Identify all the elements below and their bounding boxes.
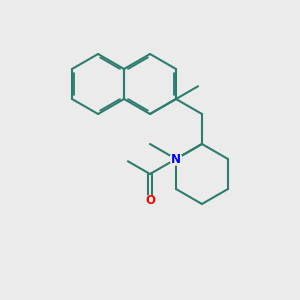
Text: O: O — [145, 194, 155, 208]
Circle shape — [145, 196, 155, 206]
Text: N: N — [171, 152, 181, 166]
Circle shape — [170, 153, 182, 165]
